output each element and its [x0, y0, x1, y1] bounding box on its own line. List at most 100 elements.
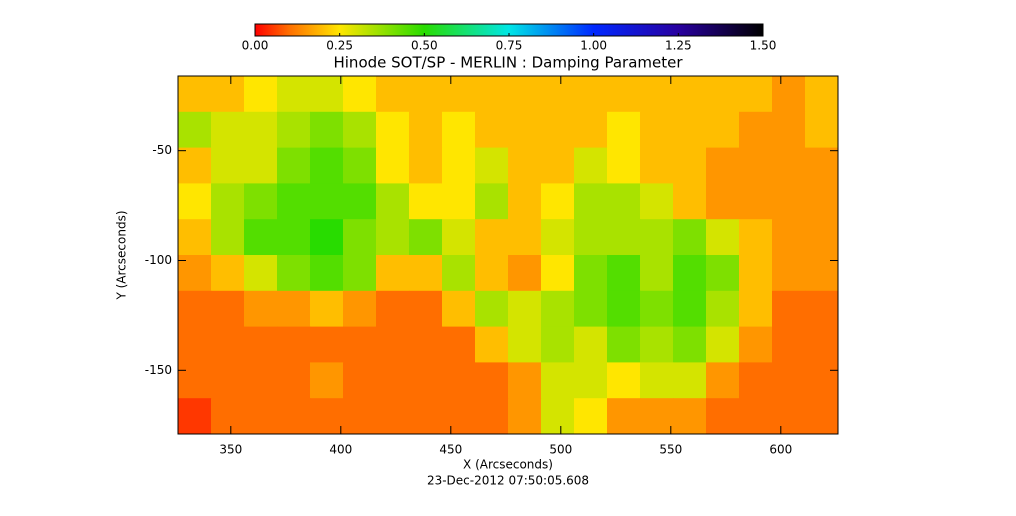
heatmap-cell	[508, 326, 542, 363]
heatmap-cell	[706, 398, 740, 435]
heatmap-cell	[673, 326, 707, 363]
heatmap-cell	[706, 326, 740, 363]
heatmap-cell	[343, 219, 377, 256]
heatmap-cell	[310, 76, 344, 113]
heatmap-cell	[178, 76, 212, 113]
heatmap-cell	[475, 147, 509, 184]
heatmap-cell	[244, 290, 278, 328]
heatmap-cell	[673, 183, 707, 220]
heatmap-cell	[475, 326, 509, 363]
heatmap-cell	[277, 326, 311, 363]
x-tick-label: 600	[769, 443, 792, 457]
heatmap-cell	[739, 362, 773, 399]
heatmap-cell	[310, 326, 344, 363]
heatmap-cell	[739, 111, 773, 149]
heatmap-cell	[475, 76, 509, 113]
heatmap-cell	[508, 219, 542, 256]
heatmap-cell	[376, 290, 410, 328]
heatmap-cell	[772, 183, 806, 220]
heatmap-cell	[211, 290, 245, 328]
heatmap-cell	[244, 147, 278, 184]
heatmap-cell	[409, 111, 443, 149]
heatmap-cell	[607, 326, 641, 363]
heatmap-cell	[706, 255, 740, 292]
heatmap-cell	[739, 147, 773, 184]
heatmap-cell	[178, 183, 212, 220]
heatmap-cell	[706, 362, 740, 399]
heatmap-cell	[508, 255, 542, 292]
heatmap-cell	[475, 219, 509, 256]
heatmap-cell	[475, 183, 509, 220]
heatmap-cell	[508, 362, 542, 399]
heatmap-cell	[343, 183, 377, 220]
heatmap-cell	[211, 219, 245, 256]
heatmap-cell	[376, 111, 410, 149]
heatmap-cell	[805, 147, 839, 184]
heatmap-cell	[442, 219, 476, 256]
heatmap-cell	[541, 76, 575, 113]
heatmap-cell	[442, 326, 476, 363]
heatmap-cell	[178, 362, 212, 399]
heatmap-cell	[244, 219, 278, 256]
heatmap-cell	[640, 76, 674, 113]
x-tick-label: 350	[219, 443, 242, 457]
heatmap-cell	[805, 290, 839, 328]
heatmap-cell	[343, 147, 377, 184]
heatmap-cell	[739, 290, 773, 328]
y-axis-label: Y (Arcseconds)	[115, 210, 129, 300]
heatmap-cell	[442, 147, 476, 184]
heatmap-cell	[574, 219, 608, 256]
heatmap-cell	[409, 362, 443, 399]
heatmap-cell	[673, 111, 707, 149]
y-tick-label: -50	[152, 143, 172, 157]
heatmap-cell	[508, 183, 542, 220]
heatmap-cell	[772, 362, 806, 399]
heatmap-cell	[376, 255, 410, 292]
heatmap-cell	[178, 290, 212, 328]
heatmap-cell	[409, 398, 443, 435]
heatmap-cell	[541, 111, 575, 149]
heatmap-cell	[607, 76, 641, 113]
heatmap-cell	[508, 147, 542, 184]
heatmap-cell	[244, 76, 278, 113]
heatmap-cell	[376, 219, 410, 256]
heatmap-cell	[409, 219, 443, 256]
heatmap-cell	[310, 398, 344, 435]
heatmap-cell	[475, 111, 509, 149]
x-axis-label: X (Arcseconds)	[463, 458, 553, 472]
heatmap-cell	[805, 255, 839, 292]
heatmap-cell	[178, 255, 212, 292]
heatmap-cell	[310, 111, 344, 149]
heatmap-cell	[310, 290, 344, 328]
colorbar-tick-label: 0.00	[242, 39, 269, 53]
heatmap-cell	[772, 76, 806, 113]
heatmap-cell	[508, 111, 542, 149]
heatmap-cell	[244, 255, 278, 292]
heatmap-cell	[277, 183, 311, 220]
heatmap-cell	[244, 183, 278, 220]
heatmap-cell	[211, 255, 245, 292]
heatmap-cell	[673, 219, 707, 256]
heatmap-cell	[640, 147, 674, 184]
heatmap-cell	[739, 76, 773, 113]
heatmap-cell	[343, 362, 377, 399]
heatmap-cell	[376, 76, 410, 113]
heatmap-cell	[277, 76, 311, 113]
heatmap-cell	[508, 290, 542, 328]
heatmap-cell	[541, 362, 575, 399]
chart-title: Hinode SOT/SP - MERLIN : Damping Paramet…	[333, 54, 683, 72]
heatmap-cell	[211, 183, 245, 220]
heatmap-cell	[607, 147, 641, 184]
heatmap-cell	[673, 76, 707, 113]
heatmap-cell	[277, 219, 311, 256]
heatmap-cell	[442, 76, 476, 113]
heatmap-cell	[475, 255, 509, 292]
heatmap-cell	[574, 76, 608, 113]
heatmap-cell	[178, 111, 212, 149]
heatmap-cell	[211, 147, 245, 184]
heatmap-cell	[640, 326, 674, 363]
heatmap-cell	[640, 290, 674, 328]
heatmap-cell	[607, 398, 641, 435]
heatmap-cell	[277, 398, 311, 435]
